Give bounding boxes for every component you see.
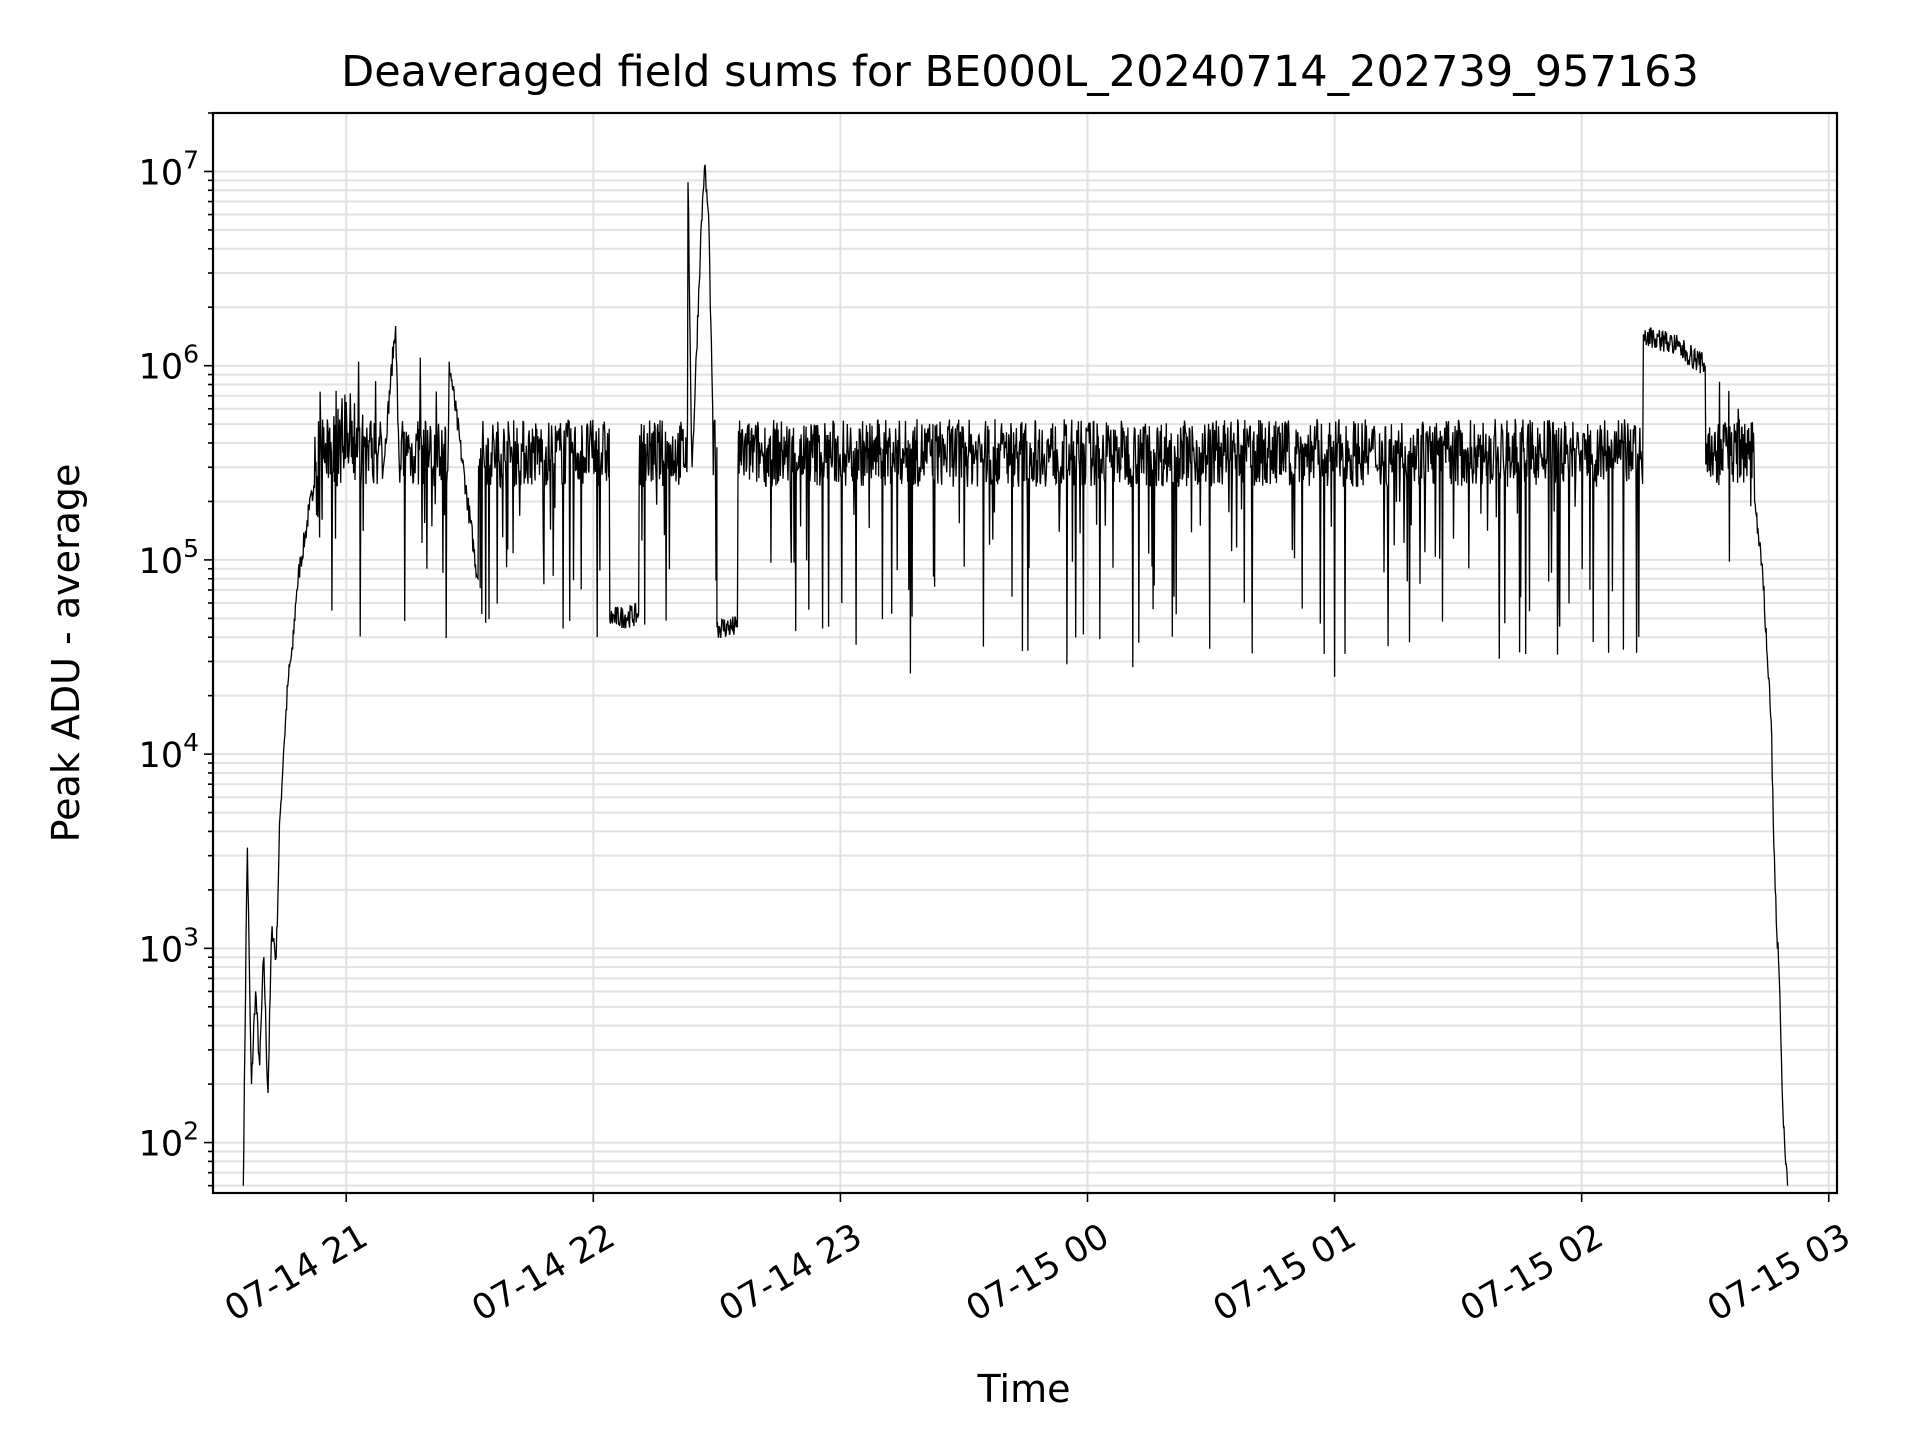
y-tick-label: 103: [139, 922, 199, 970]
grid: [213, 112, 1837, 1193]
plot-area: [242, 164, 1789, 1186]
chart-title: Deaveraged field sums for BE000L_2024071…: [341, 47, 1699, 97]
x-tick-label: 07-14 21: [218, 1216, 374, 1329]
series-line: [242, 164, 1789, 1186]
x-tick-label: 07-14 23: [713, 1216, 869, 1329]
x-tick-label: 07-14 22: [466, 1216, 622, 1329]
x-tick-label: 07-15 02: [1454, 1216, 1610, 1329]
x-axis-label: Time: [977, 1367, 1071, 1411]
x-tick-label: 07-15 01: [1207, 1216, 1363, 1329]
y-tick-label: 104: [139, 728, 199, 776]
x-tick-label: 07-15 00: [960, 1216, 1116, 1329]
y-axis-label: Peak ADU - average: [44, 464, 88, 843]
plot-frame: [211, 111, 1839, 1195]
y-tick-label: 105: [139, 534, 199, 582]
y-tick-label: 107: [139, 145, 199, 193]
y-tick-label: 102: [139, 1117, 199, 1165]
x-axis-ticks: 07-14 21 07-14 22 07-14 23 07-15 00 07-15 01…: [218, 1193, 1857, 1330]
y-axis-ticks: 102 103 104 105 106 107: [139, 112, 213, 1187]
x-tick-label: 07-15 03: [1701, 1216, 1857, 1329]
y-tick-label: 106: [139, 340, 199, 388]
